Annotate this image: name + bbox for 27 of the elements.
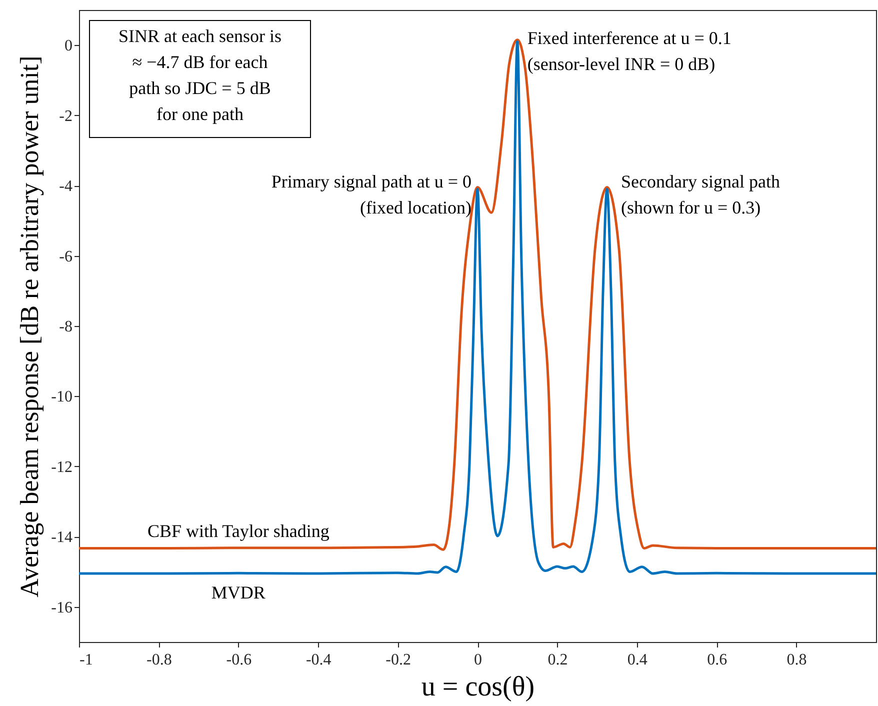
- y-tick-label: -2: [59, 108, 72, 125]
- x-tick-label: 0.6: [707, 652, 728, 668]
- y-tick-label: 0: [64, 38, 72, 55]
- y-tick-label: -16: [51, 599, 72, 616]
- series-label: CBF with Taylor shading: [147, 520, 330, 541]
- annotation: SINR at each sensor is ≈ −4.7 dB for each path so JDC = 5 dB for one path: [118, 26, 282, 124]
- annotation: Fixed interference at u = 0.1 (sensor-level INR = 0 dB): [527, 28, 732, 74]
- x-axis-title: u = cos(θ): [421, 672, 535, 702]
- y-tick-label: -4: [59, 178, 72, 196]
- x-tick-label: -0.8: [146, 652, 172, 668]
- y-axis-title: Average beam response [dB re arbitrary power unit]: [15, 56, 44, 598]
- series-label: MVDR: [211, 582, 266, 603]
- x-tick-label: 0.4: [627, 652, 648, 668]
- y-tick-label: -8: [59, 318, 72, 336]
- x-tick-label: 0: [474, 652, 482, 668]
- x-tick-label: -1: [80, 652, 93, 668]
- x-tick-label: -0.6: [226, 652, 252, 668]
- y-tick-label: -12: [51, 458, 72, 476]
- y-tick-label: -10: [51, 388, 72, 406]
- annotation: Secondary signal path (shown for u = 0.3): [621, 171, 780, 218]
- annotation: Primary signal path at u = 0 (fixed location): [271, 171, 472, 218]
- x-tick-label: -0.2: [386, 652, 411, 668]
- x-tick-label: -0.4: [306, 652, 332, 668]
- x-tick-label: 0.2: [548, 652, 568, 668]
- y-tick-label: -6: [59, 248, 72, 266]
- y-tick-label: -14: [51, 529, 72, 546]
- x-tick-label: 0.8: [786, 652, 807, 668]
